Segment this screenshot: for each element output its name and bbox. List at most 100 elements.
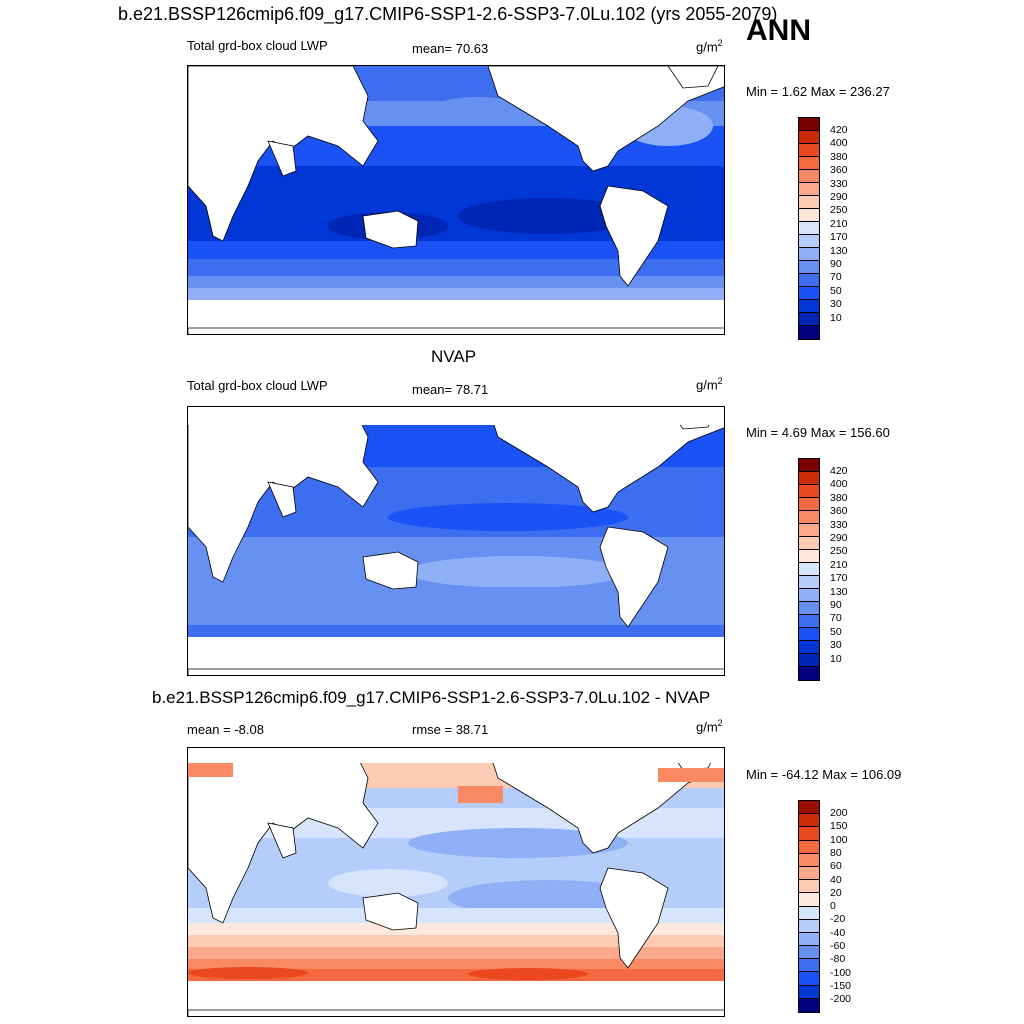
colorbar-tick-label: 380 — [830, 491, 848, 504]
colorbar-swatch — [799, 641, 819, 654]
colorbar-tick-label: 420 — [830, 124, 848, 136]
difference-lwp-map — [187, 747, 725, 1017]
colorbar-swatch — [799, 485, 819, 498]
colorbar-tick-label: 330 — [830, 518, 848, 531]
colorbar-tick-label: 250 — [830, 204, 848, 217]
colorbar-swatch — [799, 498, 819, 511]
colorbar-tick-label: 400 — [830, 478, 848, 491]
colorbar-tick-label: -80 — [830, 953, 846, 966]
panel-mean-label: mean = -8.08 — [187, 722, 264, 737]
colorbar-tick-label: -100 — [830, 966, 852, 979]
colorbar-tick-label: 50 — [830, 284, 842, 297]
colorbar-swatch — [799, 537, 819, 550]
colorbar-swatch — [799, 196, 819, 209]
colorbar-swatch — [799, 472, 819, 485]
colorbar-tick-label: 290 — [830, 191, 848, 203]
colorbar-swatch — [799, 998, 819, 1012]
colorbar-swatch — [799, 183, 819, 196]
nvap-colorbar — [798, 458, 820, 681]
panel-left-label: Total grd-box cloud LWP — [187, 378, 328, 393]
colorbar-tick-label: 10 — [830, 652, 842, 665]
colorbar-swatch — [799, 274, 819, 287]
colorbar-swatch — [799, 959, 819, 973]
panel-left-label: Total grd-box cloud LWP — [187, 38, 328, 53]
nvap-lwp-map — [187, 406, 725, 676]
colorbar-swatch — [799, 118, 819, 131]
colorbar-tick-label: 70 — [830, 612, 842, 625]
colorbar-swatch — [799, 840, 819, 854]
difference-colorbar — [798, 800, 820, 1013]
colorbar-tick-label: 30 — [830, 639, 842, 652]
colorbar-swatch — [799, 827, 819, 841]
colorbar-tick-label: 130 — [830, 585, 848, 598]
panel-mean-label: mean= 70.63 — [412, 41, 489, 56]
colorbar-swatch — [799, 801, 819, 815]
colorbar-swatch — [799, 932, 819, 947]
colorbar-tick-label: 90 — [830, 599, 842, 611]
colorbar-tick-label: 100 — [830, 833, 848, 846]
colorbar-swatch — [799, 814, 819, 828]
season-label: ANN — [746, 14, 811, 47]
figure-title: b.e21.BSSP126cmip6.f09_g17.CMIP6-SSP1-2.… — [118, 4, 778, 24]
colorbar-swatch — [799, 563, 819, 576]
colorbar-tick-label: 290 — [830, 532, 848, 544]
colorbar-swatch — [799, 880, 819, 894]
colorbar-tick-label: -60 — [830, 940, 846, 952]
colorbar-swatch — [799, 235, 819, 248]
colorbar-swatch — [799, 248, 819, 261]
colorbar-tick-label: 360 — [830, 505, 848, 518]
colorbar-tick-label: 10 — [830, 311, 842, 324]
colorbar-tick-label: 90 — [830, 258, 842, 270]
colorbar-tick-label: 380 — [830, 150, 848, 163]
colorbar-tick-label: 50 — [830, 625, 842, 638]
colorbar-tick-label: 70 — [830, 271, 842, 284]
colorbar-swatch — [799, 615, 819, 628]
colorbar-swatch — [799, 511, 819, 524]
model-colorbar — [798, 117, 820, 340]
panel-minmax-label: Min = 1.62 Max = 236.27 — [746, 84, 890, 99]
model-lwp-map — [187, 65, 725, 335]
colorbar-tick-label: 60 — [830, 860, 842, 873]
colorbar-swatch — [799, 261, 819, 274]
colorbar-swatch — [799, 628, 819, 641]
panel-heading: NVAP — [431, 347, 477, 366]
colorbar-tick-label: -20 — [830, 913, 846, 926]
colorbar-tick-label: 170 — [830, 231, 848, 244]
colorbar-swatch — [799, 131, 819, 144]
colorbar-tick-label: 40 — [830, 873, 842, 886]
colorbar-tick-label: 330 — [830, 177, 848, 190]
colorbar-tick-label: 250 — [830, 545, 848, 558]
colorbar-tick-label: 0 — [830, 900, 836, 913]
colorbar-tick-label: 150 — [830, 820, 848, 833]
colorbar-swatch — [799, 222, 819, 235]
colorbar-tick-label: 170 — [830, 572, 848, 585]
colorbar-tick-label: 80 — [830, 846, 842, 859]
colorbar-tick-label: -200 — [830, 993, 852, 1006]
colorbar-swatch — [799, 550, 819, 563]
panel-rmse-label: rmse = 38.71 — [412, 722, 489, 737]
colorbar-tick-label: -40 — [830, 926, 846, 939]
colorbar-swatch — [799, 602, 819, 615]
colorbar-swatch — [799, 300, 819, 313]
colorbar-swatch — [799, 946, 819, 960]
colorbar-tick-label: 20 — [830, 886, 842, 899]
colorbar-swatch — [799, 893, 819, 907]
colorbar-swatch — [799, 589, 819, 602]
colorbar-swatch — [799, 157, 819, 170]
colorbar-swatch — [799, 313, 819, 326]
colorbar-swatch — [799, 170, 819, 183]
colorbar-swatch — [799, 866, 819, 881]
colorbar-swatch — [799, 654, 819, 667]
panel-unit-label: g/m2 — [696, 718, 723, 735]
panel-mean-label: mean= 78.71 — [412, 382, 489, 397]
colorbar-tick-label: -150 — [830, 979, 852, 992]
colorbar-swatch — [799, 459, 819, 472]
colorbar-swatch — [799, 524, 819, 537]
panel-unit-label: g/m2 — [696, 38, 723, 55]
panel-heading: b.e21.BSSP126cmip6.f09_g17.CMIP6-SSP1-2.… — [152, 688, 711, 707]
colorbar-tick-label: 30 — [830, 298, 842, 311]
colorbar-swatch — [799, 906, 819, 920]
colorbar-swatch — [799, 972, 819, 986]
colorbar-tick-label: 420 — [830, 465, 848, 477]
colorbar-tick-label: 400 — [830, 137, 848, 150]
